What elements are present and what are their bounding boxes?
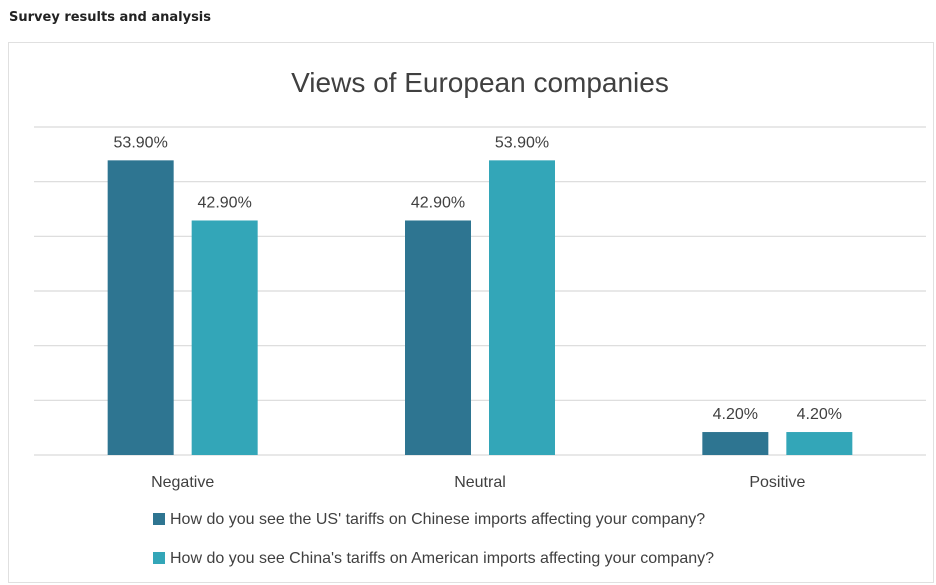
gridlines [34,126,926,456]
bar-value-label: 42.90% [198,194,252,211]
bar-value-label: 4.20% [797,406,842,423]
section-title: Survey results and analysis [9,10,211,25]
bar-positive-series1 [702,432,769,455]
bar-value-label: 53.90% [114,134,168,151]
bar-value-label: 4.20% [713,406,758,423]
legend-label: How do you see the US' tariffs on Chines… [170,511,705,528]
chart-title: Views of European companies [291,67,669,98]
bars [107,160,853,455]
bar-value-labels: 53.90% 42.90% 42.90% 53.90% 4.20% 4.20% [114,134,842,423]
legend: How do you see the US' tariffs on Chines… [153,511,714,567]
bar-neutral-series1 [405,220,471,455]
bar-value-label: 42.90% [411,194,465,211]
bar-positive-series2 [786,432,853,455]
category-labels: Negative Neutral Positive [151,474,805,491]
category-label: Positive [749,474,805,491]
category-label: Negative [151,474,214,491]
bar-negative-series1 [107,160,174,455]
legend-swatch [153,513,165,525]
bar-neutral-series2 [489,160,555,455]
legend-swatch [153,552,165,564]
category-label: Neutral [454,474,506,491]
legend-label: How do you see China's tariffs on Americ… [170,550,714,567]
bar-value-label: 53.90% [495,134,549,151]
bar-negative-series2 [191,220,258,455]
